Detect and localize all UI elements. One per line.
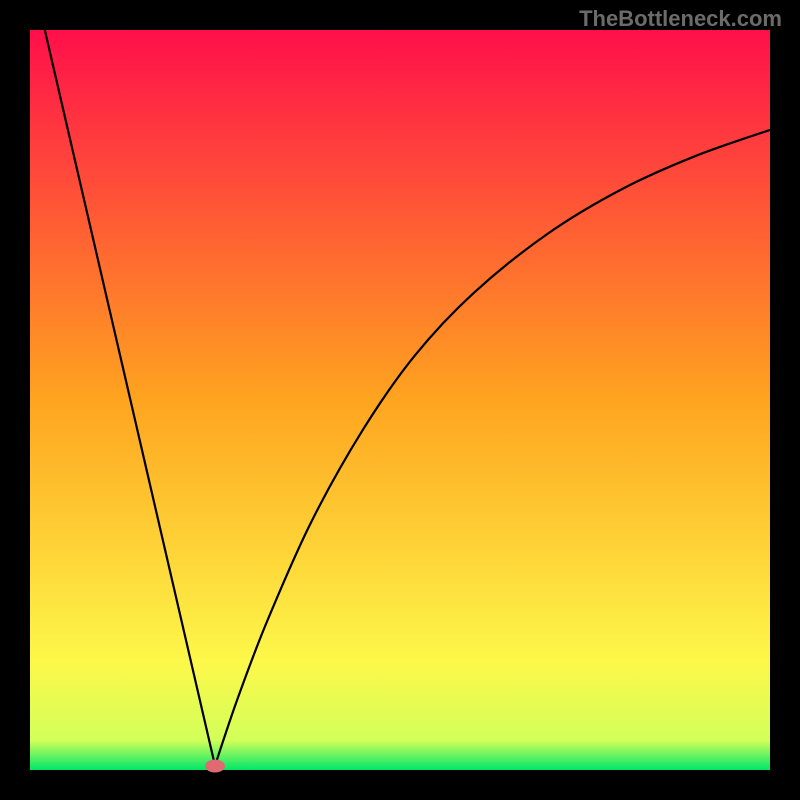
minimum-marker — [205, 759, 225, 772]
chart-plot-area — [30, 30, 770, 770]
curve-path — [45, 30, 770, 766]
bottleneck-curve — [30, 30, 770, 770]
watermark-text: TheBottleneck.com — [579, 6, 782, 32]
